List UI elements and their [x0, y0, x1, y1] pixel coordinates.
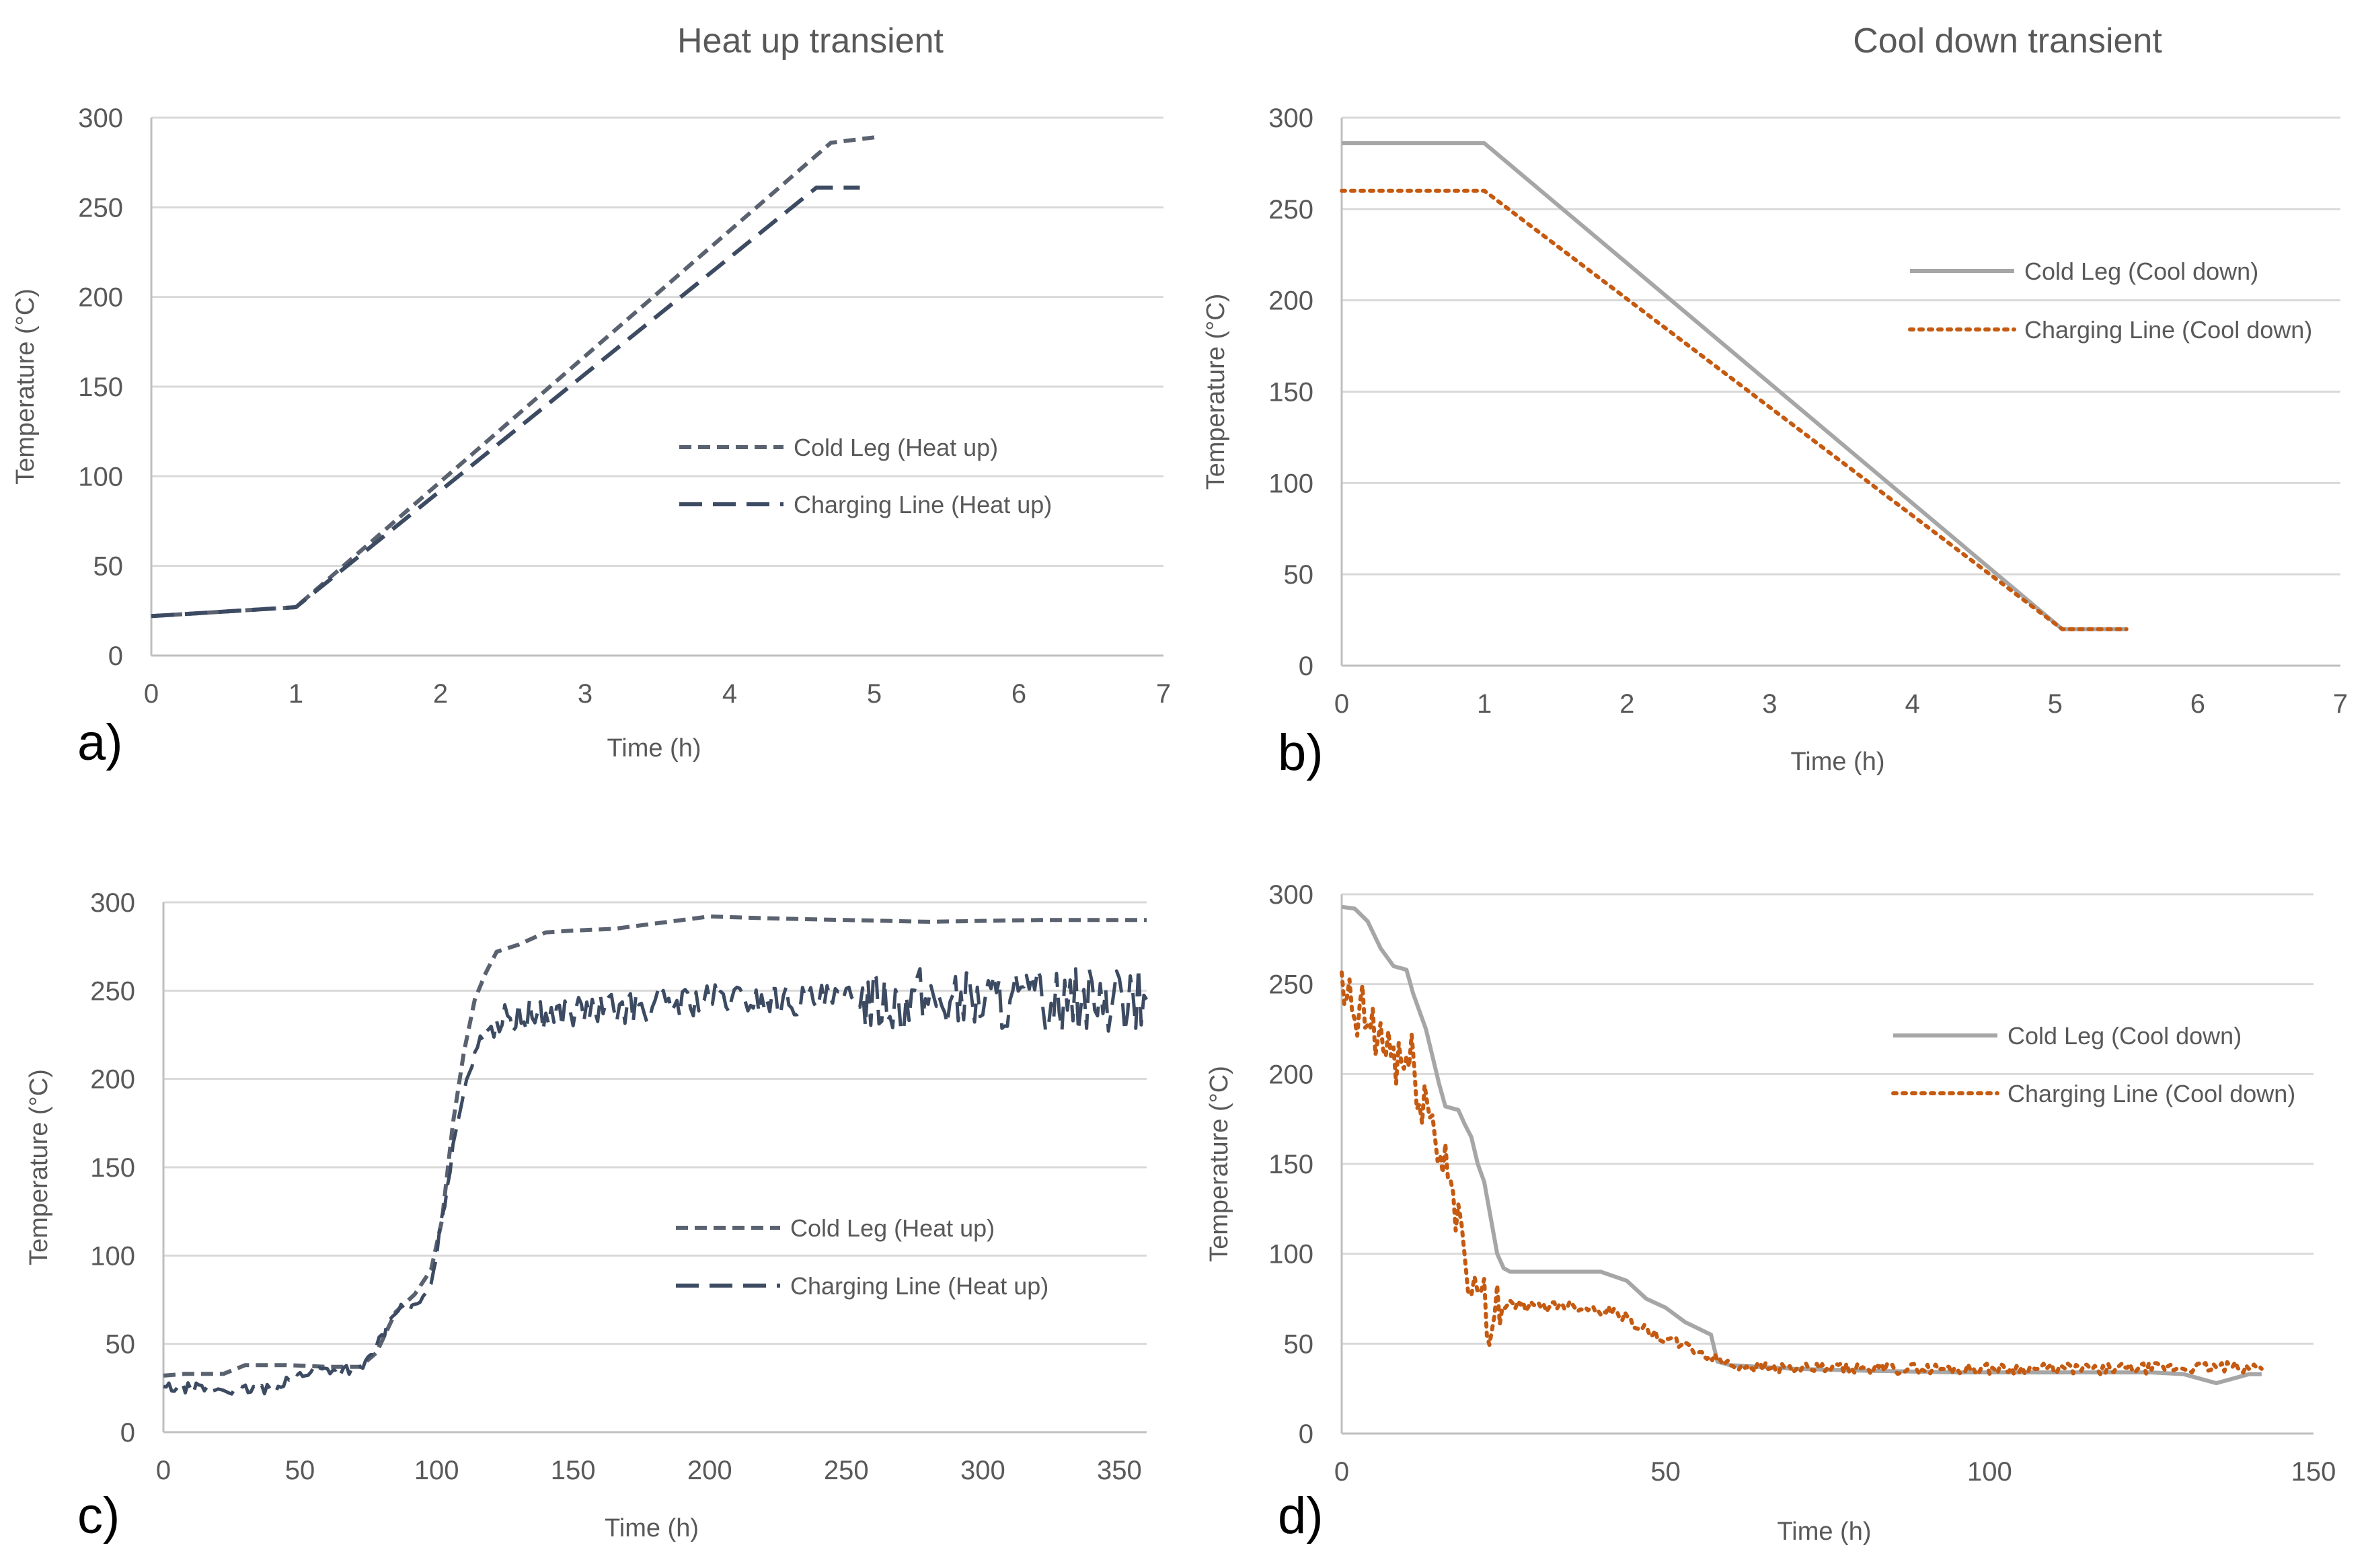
x-tick-label: 0	[1334, 689, 1349, 719]
x-tick-label: 0	[156, 1456, 171, 1485]
y-tick-label: 100	[78, 462, 123, 492]
x-tick-label: 0	[1334, 1457, 1349, 1487]
x-tick-label: 200	[687, 1456, 732, 1485]
x-tick-label: 1	[289, 679, 303, 709]
x-tick-label: 2	[1619, 689, 1634, 719]
x-axis-title: Time (h)	[1790, 748, 1884, 776]
y-tick-label: 50	[1284, 560, 1314, 590]
chart-d: 0 50 100 150 200 250 300 0 50 100 150 Time (h) Tempe…	[1205, 880, 2336, 1546]
y-tick-label: 0	[108, 641, 123, 671]
x-tick-label: 6	[1011, 679, 1026, 709]
legend-label: Cold Leg (Cool down)	[2024, 258, 2258, 285]
legend-label: Cold Leg (Heat up)	[790, 1214, 995, 1242]
x-tick-label: 2	[433, 679, 448, 709]
series-line-c-1	[163, 966, 1149, 1396]
x-tick-label: 7	[1156, 679, 1171, 709]
x-axis-title: Time (h)	[607, 734, 701, 762]
y-tick-label: 250	[78, 193, 123, 223]
panel-label-d: d)	[1278, 1487, 1324, 1544]
series-line-b-0	[1342, 141, 2127, 631]
legend-label: Charging Line (Cool down)	[2008, 1080, 2295, 1107]
chart-c: 0 50 100 150 200 250 300 0 50 100 150 200 250 300 350 T…	[25, 888, 1149, 1544]
legend-label: Charging Line (Heat up)	[794, 491, 1052, 518]
x-tick-label: 5	[867, 679, 882, 709]
series-line-d-1	[1340, 970, 2264, 1376]
y-tick-label: 200	[90, 1065, 135, 1095]
y-tick-label: 300	[78, 104, 123, 133]
y-tick-label: 150	[78, 373, 123, 402]
x-tick-label: 5	[2048, 689, 2063, 719]
y-tick-label: 50	[106, 1330, 136, 1360]
x-tick-label: 150	[551, 1456, 596, 1485]
x-tick-label: 150	[2291, 1457, 2336, 1487]
y-tick-label: 100	[1268, 469, 1313, 498]
x-tick-label: 50	[285, 1456, 315, 1485]
y-tick-label: 100	[90, 1241, 135, 1271]
y-tick-label: 150	[1268, 378, 1313, 407]
y-tick-label: 50	[1284, 1329, 1314, 1359]
x-tick-label: 7	[2333, 689, 2348, 719]
series-line-b-1	[1340, 188, 2129, 631]
y-tick-label: 200	[78, 283, 123, 313]
series-line-a-1	[151, 186, 860, 619]
x-tick-label: 4	[1905, 689, 1919, 719]
y-tick-label: 0	[1299, 652, 1313, 681]
y-tick-label: 250	[1268, 970, 1313, 1000]
x-tick-label: 250	[824, 1456, 869, 1485]
y-axis-title: Temperature (°C)	[11, 288, 40, 485]
y-axis-title: Temperature (°C)	[1205, 1066, 1233, 1262]
column-title-heat-up: Heat up transient	[677, 22, 944, 61]
y-tick-label: 50	[93, 552, 124, 582]
panel-label-c: c)	[77, 1487, 120, 1544]
y-tick-label: 300	[90, 888, 135, 918]
y-tick-label: 250	[1268, 195, 1313, 225]
series-line-a-0	[151, 135, 875, 619]
panel-label-b: b)	[1278, 724, 1324, 781]
y-tick-label: 100	[1268, 1240, 1313, 1269]
x-tick-label: 350	[1097, 1456, 1142, 1485]
y-tick-label: 300	[1268, 104, 1313, 133]
y-tick-label: 250	[90, 976, 135, 1006]
y-axis-title: Temperature (°C)	[1202, 294, 1230, 490]
x-tick-label: 4	[722, 679, 737, 709]
column-title-cool-down: Cool down transient	[1853, 22, 2162, 61]
y-tick-label: 200	[1268, 286, 1313, 316]
legend-label: Cold Leg (Heat up)	[794, 434, 998, 461]
y-tick-label: 0	[1299, 1419, 1313, 1449]
x-tick-label: 300	[960, 1456, 1005, 1485]
x-tick-label: 100	[1967, 1457, 2012, 1487]
x-axis-title: Time (h)	[605, 1514, 699, 1542]
panel-label-a: a)	[77, 714, 123, 771]
legend-label: Charging Line (Heat up)	[790, 1272, 1048, 1300]
x-tick-label: 6	[2190, 689, 2205, 719]
y-tick-label: 150	[1268, 1150, 1313, 1179]
series-line-c-0	[163, 914, 1147, 1378]
legend-label: Charging Line (Cool down)	[2024, 316, 2312, 344]
x-tick-label: 1	[1477, 689, 1492, 719]
y-axis-title: Temperature (°C)	[25, 1069, 53, 1265]
legend-label: Cold Leg (Cool down)	[2008, 1022, 2242, 1050]
y-tick-label: 300	[1268, 880, 1313, 910]
y-tick-label: 150	[90, 1153, 135, 1183]
x-tick-label: 100	[414, 1456, 459, 1485]
y-tick-label: 200	[1268, 1060, 1313, 1089]
chart-b: 0 50 100 150 200 250 300 0 1 2 3 4 5 6 7 Time (h) Temper…	[1202, 104, 2348, 781]
y-tick-label: 0	[120, 1418, 135, 1448]
x-tick-label: 3	[578, 679, 592, 709]
chart-a: 0 50 100 150 200 250 300 0 1 2 3 4 5 6 7 Time (h) Temper…	[11, 104, 1171, 771]
x-tick-label: 0	[144, 679, 159, 709]
x-tick-label: 50	[1650, 1457, 1681, 1487]
x-axis-title: Time (h)	[1777, 1518, 1871, 1546]
x-tick-label: 3	[1762, 689, 1777, 719]
series-line-d-0	[1341, 904, 2262, 1386]
